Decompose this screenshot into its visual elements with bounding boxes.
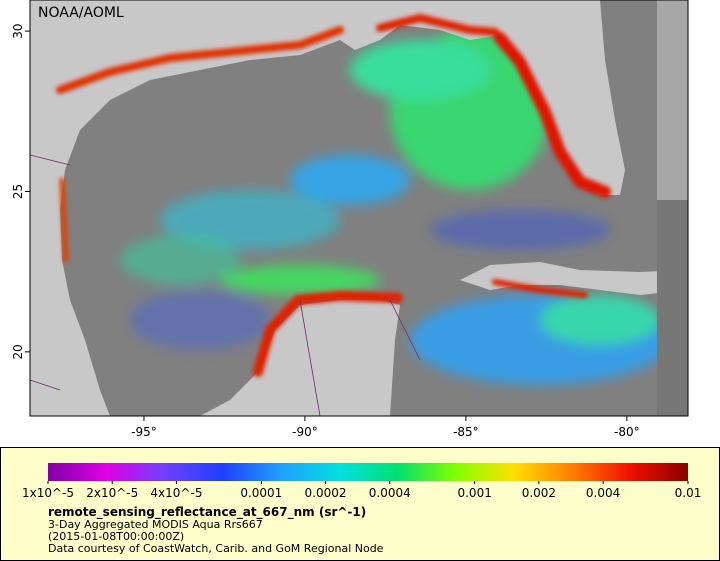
colorbar-tick-label: 0.0004 [369,486,411,500]
colorbar-tick-label: 0.004 [586,486,620,500]
colorbar-tick-label: 4x10^-5 [150,486,202,500]
colorbar-tick-label: 1x10^-5 [22,486,74,500]
colorbar [48,463,688,481]
colorbar-tick-label: 2x10^-5 [86,486,138,500]
colorbar-tick-label: 0.0001 [240,486,282,500]
x-tick-label: -95° [131,425,157,439]
y-tick-label: 25 [11,184,25,199]
legend-credit: Data courtesy of CoastWatch, Carib. and … [48,542,384,555]
land [30,0,625,416]
map [30,0,688,416]
y-tick-label: 30 [11,23,25,38]
legend-variable: remote_sensing_reflectance_at_667_nm (sr… [48,505,366,520]
border-line [30,154,421,416]
coastal-band [56,13,611,377]
land [657,0,688,200]
colorbar-tick-label: 0.01 [675,486,702,500]
data-patches [120,30,670,385]
x-tick-label: -90° [292,425,318,439]
map-title: NOAA/AOML [38,5,124,21]
y-tick-label: 20 [11,344,25,359]
legend-description: 3-Day Aggregated MODIS Aqua Rrs667 [48,518,263,531]
colorbar-tick-label: 0.0002 [305,486,347,500]
colorbar-tick-label: 0.002 [522,486,556,500]
map-frame [29,0,689,417]
x-tick-label: -80° [614,425,640,439]
colorbar-tick-label: 0.001 [457,486,491,500]
land [200,300,400,416]
legend-time: (2015-01-08T00:00:00Z) [48,530,184,543]
x-tick-label: -85° [453,425,479,439]
land [460,262,688,295]
